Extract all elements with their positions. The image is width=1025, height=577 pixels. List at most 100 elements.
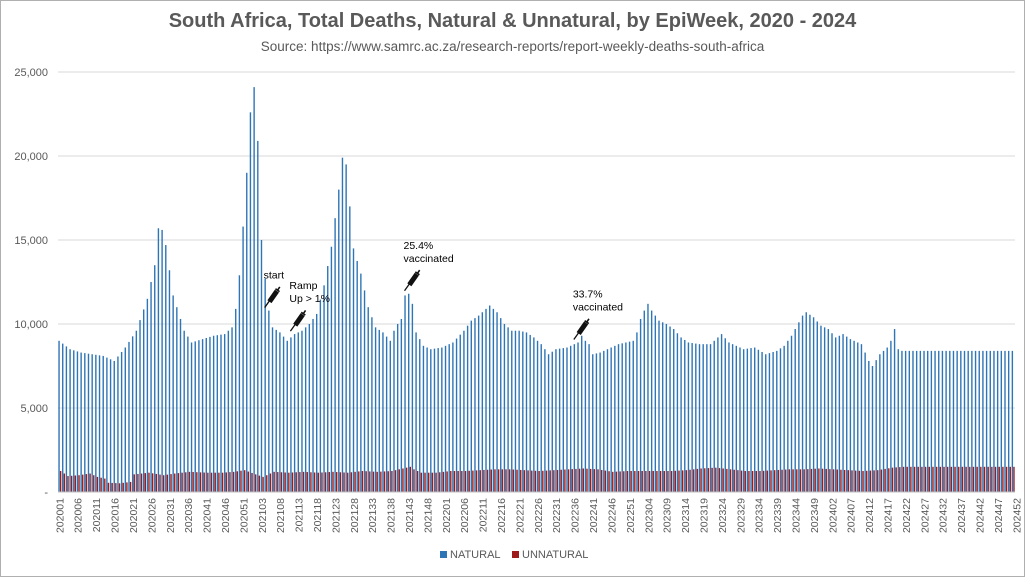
natural-bar (492, 308, 495, 492)
unnatural-bar (564, 469, 566, 492)
natural-bar (547, 354, 550, 492)
natural-bar (293, 334, 296, 492)
unnatural-bar (762, 470, 765, 492)
x-tick-label: 202402 (827, 498, 839, 533)
x-tick-label: 202334 (754, 498, 766, 533)
natural-bar (227, 330, 230, 492)
natural-bar (139, 320, 141, 492)
unnatural-bar (324, 472, 327, 492)
natural-bar (996, 350, 999, 492)
unnatural-bar (674, 470, 677, 492)
unnatural-bar (262, 476, 264, 492)
natural-bar (643, 310, 645, 492)
natural-bar (536, 340, 539, 492)
unnatural-bar (601, 469, 603, 492)
unnatural-bar (475, 470, 478, 492)
x-tick-label: 202437 (956, 498, 968, 533)
legend-entry: UNNATURAL (522, 549, 588, 561)
y-tick-label: 5,000 (20, 403, 48, 415)
unnatural-bar (571, 469, 573, 492)
natural-bar (84, 353, 86, 492)
natural-bar (768, 353, 771, 492)
unnatural-bar (858, 470, 861, 492)
unnatural-bar (240, 470, 242, 492)
natural-bar (676, 333, 679, 492)
unnatural-bar (527, 470, 529, 492)
unnatural-bar (229, 472, 231, 492)
unnatural-bar (461, 471, 463, 492)
x-tick-label: 202036 (183, 498, 195, 533)
natural-bar (963, 350, 966, 492)
natural-bar (562, 348, 565, 492)
unnatural-bar (490, 469, 492, 492)
natural-bar (614, 345, 616, 492)
unnatural-bar (302, 471, 305, 492)
unnatural-bar (129, 481, 132, 492)
x-tick-label: 202108 (275, 498, 287, 533)
natural-bar (474, 318, 476, 492)
natural-bar (838, 335, 841, 492)
natural-bar (544, 349, 546, 492)
natural-bar (908, 350, 910, 492)
x-tick-label: 202128 (349, 498, 361, 533)
unnatural-bar (486, 469, 489, 492)
unnatural-bar (232, 471, 235, 492)
unnatural-bar (365, 471, 367, 492)
natural-bar (389, 340, 392, 492)
x-tick-label: 202216 (496, 498, 508, 533)
x-tick-label: 202148 (422, 498, 434, 533)
natural-bar (315, 313, 318, 492)
unnatural-bar (707, 468, 710, 492)
unnatural-bar (623, 471, 625, 492)
unnatural-bar (361, 471, 364, 492)
natural-bar (106, 357, 108, 492)
unnatural-bar (954, 466, 956, 492)
natural-bar (73, 350, 75, 492)
unnatural-bar (376, 471, 378, 492)
unnatural-bar (818, 468, 820, 492)
natural-bar (787, 340, 789, 492)
unnatural-bar (343, 472, 345, 492)
natural-bar (717, 337, 719, 492)
unnatural-bar (667, 471, 669, 492)
x-tick-label: 202011 (91, 498, 103, 532)
natural-bar (956, 350, 958, 492)
unnatural-bar (538, 471, 540, 492)
natural-bar (930, 350, 933, 492)
unnatural-bar (681, 470, 684, 492)
natural-bar (581, 335, 583, 492)
natural-bar (584, 340, 587, 492)
x-tick-label: 202339 (772, 498, 784, 533)
unnatural-bar (339, 472, 342, 492)
natural-bar (62, 343, 64, 492)
x-tick-label: 202143 (404, 498, 416, 533)
unnatural-bar (74, 475, 77, 492)
natural-bar (209, 336, 211, 492)
unnatural-bar (199, 472, 202, 492)
unnatural-bar (589, 468, 592, 492)
natural-bar (496, 312, 498, 492)
unnatural-bar (464, 471, 467, 492)
natural-bar (511, 330, 513, 492)
unnatural-bar (115, 483, 117, 492)
unnatural-bar (755, 471, 758, 492)
x-tick-label: 202226 (533, 498, 545, 533)
natural-bar (750, 348, 752, 492)
x-tick-label: 202309 (662, 498, 674, 533)
natural-bar (154, 265, 156, 492)
natural-bar (448, 344, 450, 492)
unnatural-bar (880, 469, 883, 492)
natural-bar (341, 157, 344, 492)
natural-bar (1007, 350, 1010, 492)
unnatural-bar (96, 476, 99, 492)
natural-bar (742, 349, 745, 492)
natural-bar (308, 324, 311, 492)
natural-bar (735, 345, 738, 492)
unnatural-bar (656, 471, 658, 492)
natural-bar (433, 348, 436, 492)
natural-bar (161, 229, 163, 493)
natural-bar (923, 350, 925, 492)
unnatural-bar (82, 474, 84, 492)
x-tick-label: 202427 (919, 498, 931, 533)
